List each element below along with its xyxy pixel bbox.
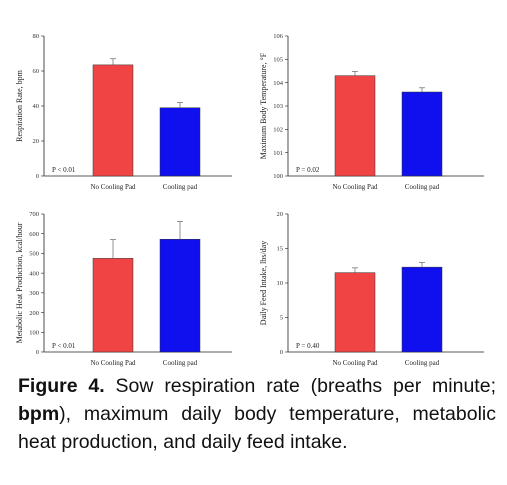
- temperature-ytick-label-2: 102: [273, 127, 283, 134]
- heat-bar-0: [92, 258, 134, 353]
- respiration-ytick-label-2: 40: [33, 103, 40, 110]
- chart-svg-feed: 0 5 10 15 20 No Cooling Pad Cooling pad P = 0.4…: [259, 211, 484, 367]
- feed-y-axis-label: Daily Feed Intake, lbs/day: [259, 241, 268, 325]
- heat-category-label-1: Cooling pad: [163, 359, 198, 367]
- temperature-ytick-label-0: 100: [273, 173, 283, 180]
- heat-ytick-label-4: 400: [29, 270, 39, 277]
- temperature-bar-1: [401, 91, 443, 177]
- chart-svg-respiration: 0 20 40 60 80 No Cooling Pad Cooling pad P < 0.…: [15, 33, 232, 191]
- chart-body-temperature: 100 101 102 103 104 105 106 No Cooling Pad Cooli…: [250, 30, 507, 200]
- feed-bar-0: [334, 272, 376, 353]
- heat-ytick-label-2: 200: [29, 310, 39, 317]
- heat-ytick-label-5: 500: [29, 251, 39, 258]
- heat-p-value: P < 0.01: [52, 342, 76, 350]
- chart-svg-heat: 0 100 200 300 400 500 600 700 No Cooling Pad Cool…: [15, 211, 232, 367]
- respiration-category-label-0: No Cooling Pad: [90, 183, 136, 191]
- feed-category-label-0: No Cooling Pad: [332, 359, 378, 367]
- temperature-ytick-label-3: 103: [273, 103, 283, 110]
- respiration-bar-0: [92, 64, 134, 177]
- heat-ytick-label-3: 300: [29, 290, 39, 297]
- caption-text-1: Sow respiration rate (breaths per minute…: [104, 375, 496, 397]
- feed-category-label-1: Cooling pad: [405, 359, 440, 367]
- respiration-y-axis-label: Respiration Rate, bpm: [15, 69, 24, 142]
- temperature-bar-0: [334, 75, 376, 177]
- heat-ytick-label-6: 600: [29, 231, 39, 238]
- feed-ytick-label-2: 10: [277, 280, 284, 287]
- caption-bold-unit: bpm: [18, 403, 60, 425]
- temperature-ytick-label-6: 106: [273, 33, 284, 40]
- figure-charts: 0 20 40 60 80 No Cooling Pad Cooling pad P < 0.…: [0, 30, 507, 370]
- heat-y-axis-label: Metabolic Heat Production, kcal/hour: [15, 222, 24, 343]
- chart-svg-temperature: 100 101 102 103 104 105 106 No Cooling Pad Cooli…: [259, 33, 484, 191]
- temperature-category-label-1: Cooling pad: [405, 183, 440, 191]
- heat-category-label-0: No Cooling Pad: [90, 359, 136, 367]
- respiration-p-value: P < 0.01: [52, 166, 76, 174]
- caption-text-2: ), maximum daily body temperature, metab…: [18, 403, 496, 453]
- chart-respiration-rate: 0 20 40 60 80 No Cooling Pad Cooling pad P < 0.…: [0, 30, 250, 200]
- respiration-ytick-label-0: 0: [36, 173, 39, 180]
- respiration-ytick-label-1: 20: [33, 138, 40, 145]
- heat-ytick-label-7: 700: [29, 211, 39, 218]
- temperature-y-axis-label: Maximum Body Temperature, °F: [259, 52, 268, 159]
- respiration-category-label-1: Cooling pad: [163, 183, 198, 191]
- caption-label: Figure 4.: [18, 375, 105, 397]
- feed-p-value: P = 0.40: [296, 342, 320, 350]
- chart-heat-production: 0 100 200 300 400 500 600 700 No Cooling Pad Cool…: [0, 206, 250, 370]
- heat-ytick-label-0: 0: [36, 349, 39, 356]
- respiration-ytick-label-4: 80: [33, 33, 40, 40]
- temperature-p-value: P = 0.02: [296, 166, 320, 174]
- heat-ytick-label-1: 100: [29, 329, 39, 336]
- feed-ytick-label-0: 0: [280, 349, 283, 356]
- feed-ytick-label-3: 15: [277, 246, 284, 253]
- temperature-ytick-label-4: 104: [273, 80, 284, 87]
- temperature-category-label-0: No Cooling Pad: [332, 183, 378, 191]
- feed-bar-1: [401, 266, 443, 353]
- respiration-bar-1: [159, 107, 201, 177]
- figure-caption: Figure 4. Sow respiration rate (breaths …: [18, 372, 496, 456]
- temperature-ytick-label-1: 101: [273, 150, 283, 157]
- chart-feed-intake: 0 5 10 15 20 No Cooling Pad Cooling pad P = 0.4…: [250, 206, 507, 370]
- feed-ytick-label-4: 20: [277, 211, 284, 218]
- feed-ytick-label-1: 5: [280, 315, 283, 322]
- heat-bar-1: [159, 238, 201, 353]
- temperature-ytick-label-5: 105: [273, 57, 283, 64]
- respiration-ytick-label-3: 60: [33, 68, 40, 75]
